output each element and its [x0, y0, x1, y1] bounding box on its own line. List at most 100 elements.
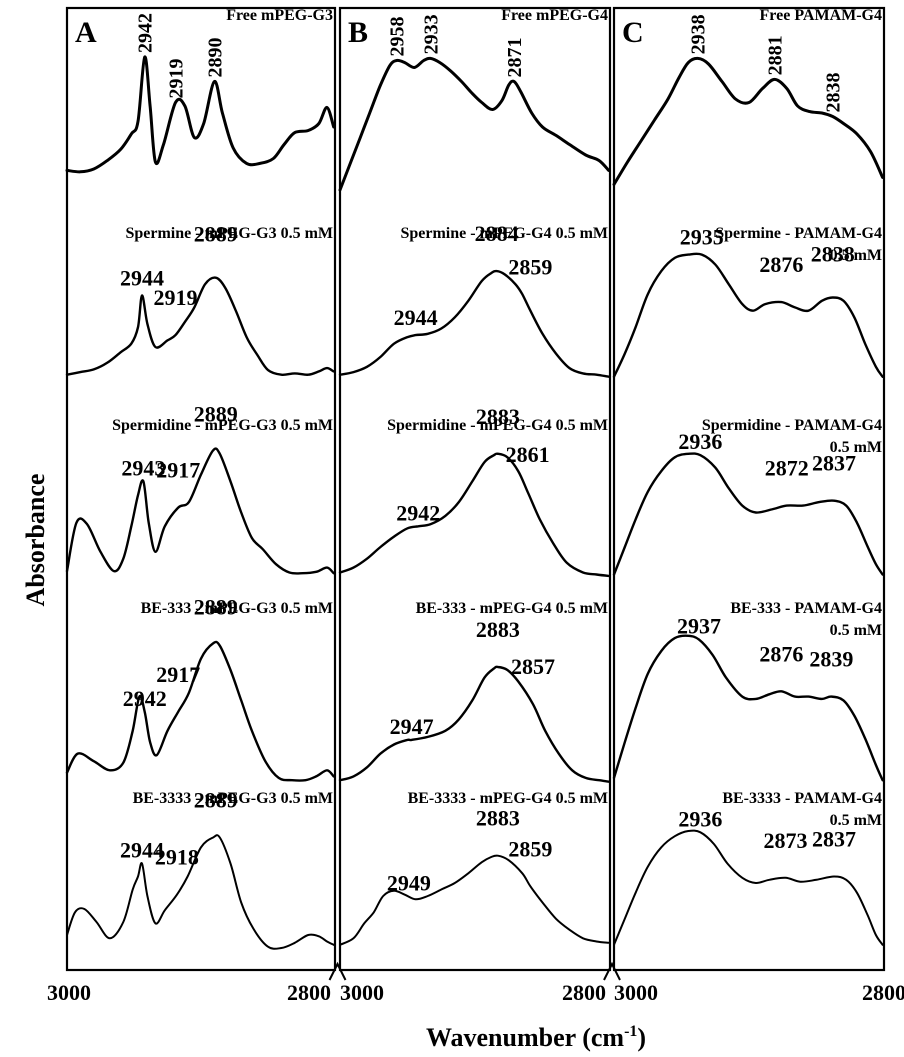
peak-label-C-5-2: 2873	[764, 828, 808, 853]
x-tick-A-left: 3000	[47, 980, 91, 1005]
peak-label-C-3-1: 2936	[678, 429, 722, 454]
panel-frame-B	[338, 6, 612, 972]
trace-title-C-2: 0.5 mM	[830, 247, 882, 264]
peak-label-B-4-3: 2857	[511, 654, 555, 679]
x-tick-C-right: 2800	[862, 980, 904, 1005]
spectrum-A-1	[65, 55, 336, 174]
trace-title-C-5: 0.5 mM	[830, 812, 882, 829]
peak-label-B-3-1: 2942	[396, 500, 440, 525]
peak-label-C-4-2: 2876	[759, 641, 803, 666]
peak-label-B-2-1: 2944	[394, 305, 438, 330]
panel-letter-C: C	[622, 16, 644, 49]
spectrum-B-1	[338, 56, 611, 192]
trace-title-C-1: Free PAMAM-G4	[760, 7, 882, 24]
trace-title-C-3: 0.5 mM	[830, 439, 882, 456]
peak-label-A-3-2: 2917	[156, 458, 200, 483]
trace-title-C-2: Spermine - PAMAM-G4	[715, 225, 882, 242]
peak-label-A-5-1: 2944	[120, 838, 164, 863]
spectrum-A-5	[66, 834, 335, 950]
peak-label-A-4-1: 2942	[123, 686, 167, 711]
x-tick-B-right: 2800	[562, 980, 606, 1005]
spectrum-C-4	[612, 634, 884, 782]
x-tick-B-left: 3000	[340, 980, 384, 1005]
trace-title-C-4: BE-333 - PAMAM-G4	[730, 600, 882, 617]
peak-label-A-3-3: 2889	[194, 402, 238, 427]
x-axis-label: Wavenumber (cm-1)	[426, 1023, 646, 1052]
peak-label-A-3-1: 2943	[121, 455, 165, 480]
peak-label-B-1-2: 2933	[420, 14, 442, 54]
trace-title-A-3: Spermidine - mPEG-G3 0.5 mM	[112, 417, 333, 434]
trace-title-A-4: BE-333 - mPEG-G3 0.5 mM	[141, 600, 333, 617]
peak-label-B-1-3: 2871	[504, 38, 526, 78]
spectrum-A-3	[65, 447, 335, 575]
peak-label-B-4-1: 2947	[390, 714, 434, 739]
axis-break-2	[603, 961, 621, 981]
peak-label-C-2-1: 2935	[680, 225, 724, 250]
peak-label-A-2-3: 2889	[194, 222, 238, 247]
peak-label-C-1-2: 2881	[765, 35, 787, 75]
trace-title-A-1: Free mPEG-G3	[226, 7, 333, 24]
panel-letter-A: A	[75, 16, 97, 49]
panel-frame-A	[65, 6, 337, 972]
spectra-curves	[65, 55, 885, 950]
trace-title-B-5: BE-3333 - mPEG-G4 0.5 mM	[408, 790, 608, 807]
peak-label-B-4-2: 2883	[476, 617, 520, 642]
peak-label-C-1-1: 2938	[688, 14, 710, 54]
peak-label-C-4-3: 2839	[809, 647, 853, 672]
peak-label-A-4-2: 2917	[156, 662, 200, 687]
trace-title-C-4: 0.5 mM	[830, 622, 882, 639]
x-tick-A-right: 2800	[287, 980, 331, 1005]
peak-label-C-5-1: 2936	[678, 806, 722, 831]
panel-frames	[65, 6, 886, 981]
peak-label-A-1-2: 2919	[166, 59, 188, 99]
trace-title-C-3: Spermidine - PAMAM-G4	[702, 417, 882, 434]
peak-label-B-3-2: 2883	[476, 404, 520, 429]
axis-break-1	[328, 961, 347, 981]
spectrum-A-4	[65, 640, 335, 782]
trace-title-C-5: BE-3333 - PAMAM-G4	[722, 790, 882, 807]
peak-label-B-2-3: 2859	[508, 255, 552, 280]
peak-label-C-3-3: 2837	[812, 451, 856, 476]
peak-label-B-5-2: 2883	[476, 806, 520, 831]
trace-title-B-2: Spermine - mPEG-G4 0.5 mM	[400, 225, 608, 242]
x-axis-label-sup: -1	[624, 1023, 637, 1040]
peak-label-A-1-3: 2890	[204, 38, 226, 78]
peak-label-A-2-1: 2944	[120, 266, 164, 291]
trace-title-B-4: BE-333 - mPEG-G4 0.5 mM	[416, 600, 608, 617]
peak-label-C-3-2: 2872	[765, 456, 809, 481]
x-tick-C-left: 3000	[614, 980, 658, 1005]
peak-label-A-2-2: 2919	[154, 285, 198, 310]
spectrum-B-4	[338, 665, 610, 783]
panel-frame-C	[612, 6, 886, 972]
peak-label-C-2-2: 2876	[759, 252, 803, 277]
spectrum-B-2	[338, 269, 610, 378]
y-axis-label: Absorbance	[21, 474, 50, 607]
peak-label-B-5-1: 2949	[387, 870, 431, 895]
peak-label-B-2-2: 2884	[475, 221, 519, 246]
spectrum-A-2	[65, 276, 335, 377]
peak-label-C-5-3: 2837	[812, 827, 856, 852]
peak-label-C-1-3: 2838	[823, 73, 845, 113]
panel-letter-B: B	[348, 16, 368, 49]
peak-label-A-5-3: 2889	[194, 788, 238, 813]
peak-label-A-5-2: 2918	[155, 845, 199, 870]
peak-label-C-2-3: 2838	[811, 242, 855, 267]
spectrum-B-5	[339, 854, 610, 946]
spectrum-B-3	[338, 452, 610, 578]
annotations: A Free mPEG-G3 2942 2919 2890 Spermine - mPEG…	[47, 7, 904, 1005]
peak-label-C-4-1: 2937	[677, 614, 721, 639]
spectrum-C-5	[613, 829, 884, 946]
peak-label-B-5-3: 2859	[508, 836, 552, 861]
trace-title-A-5: BE-3333 - mPEG-G3 0.5 mM	[133, 790, 333, 807]
peak-label-B-1-1: 2958	[387, 17, 409, 57]
x-axis-label-main: Wavenumber (cm	[426, 1023, 624, 1052]
peak-label-A-4-3: 2889	[194, 594, 238, 619]
spectrum-C-2	[612, 252, 884, 378]
trace-title-B-3: Spermidine - mPEG-G4 0.5 mM	[387, 417, 608, 434]
x-axis-label-close: )	[637, 1023, 646, 1052]
trace-title-B-1: Free mPEG-G4	[501, 7, 608, 24]
peak-label-B-3-3: 2861	[506, 442, 550, 467]
peak-label-A-1-1: 2942	[135, 13, 157, 53]
spectrum-C-3	[612, 452, 884, 576]
